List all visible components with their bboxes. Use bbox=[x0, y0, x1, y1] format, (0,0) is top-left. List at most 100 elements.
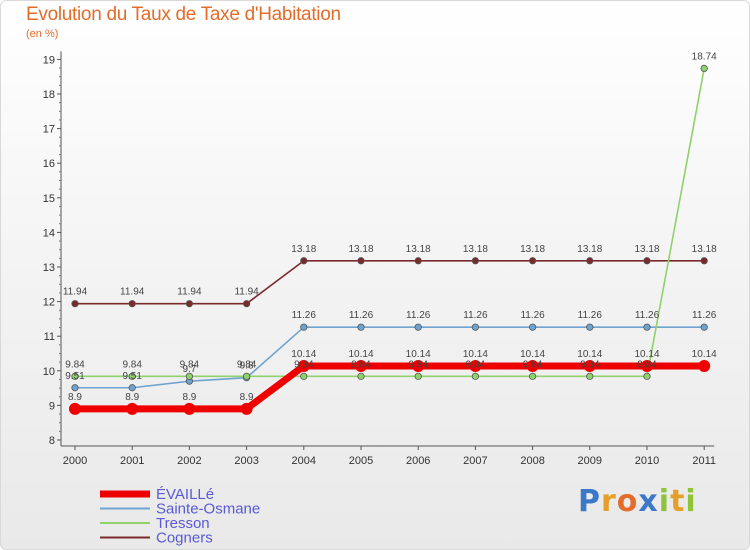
data-point bbox=[643, 372, 651, 380]
data-point bbox=[700, 64, 708, 72]
data-label: 11.94 bbox=[63, 287, 88, 298]
data-point bbox=[355, 359, 367, 372]
data-point bbox=[586, 257, 594, 265]
data-label: 9.84 bbox=[294, 359, 314, 370]
y-tick-label: 16 bbox=[43, 158, 55, 170]
data-point bbox=[700, 257, 708, 265]
data-point bbox=[643, 257, 651, 265]
data-point bbox=[243, 300, 251, 308]
data-point bbox=[243, 372, 251, 380]
logo-letter: r bbox=[601, 484, 617, 519]
data-point bbox=[128, 372, 136, 380]
data-point bbox=[586, 372, 594, 380]
x-tick-label: 2004 bbox=[292, 455, 316, 467]
data-point bbox=[300, 257, 308, 265]
legend-label: Tresson bbox=[156, 515, 210, 532]
data-label: 8.9 bbox=[68, 392, 82, 403]
legend-label: Cogners bbox=[156, 530, 213, 547]
y-tick-label: 13 bbox=[43, 262, 55, 274]
data-label: 13.18 bbox=[634, 244, 659, 255]
data-point bbox=[185, 300, 193, 308]
data-point bbox=[643, 323, 651, 331]
legend-label: Sainte-Osmane bbox=[156, 501, 260, 518]
data-point bbox=[185, 372, 193, 380]
data-label: 8.9 bbox=[125, 392, 139, 403]
data-label: 13.18 bbox=[577, 244, 602, 255]
x-tick-label: 2009 bbox=[578, 455, 602, 467]
data-point bbox=[414, 257, 422, 265]
series-lines bbox=[69, 64, 711, 415]
x-tick-label: 2001 bbox=[120, 455, 144, 467]
data-label: 9.84 bbox=[523, 359, 543, 370]
data-label: 9.84 bbox=[237, 359, 257, 370]
data-point bbox=[71, 372, 79, 380]
data-label: 9.84 bbox=[466, 359, 486, 370]
data-label: 11.94 bbox=[120, 287, 145, 298]
x-tick-label: 2011 bbox=[692, 455, 716, 467]
data-label: 10.14 bbox=[406, 349, 431, 360]
data-labels: 11.94 11.94 11.94 11.94 13.18 13.18 13.18 13.18… bbox=[63, 51, 717, 402]
data-point bbox=[583, 359, 596, 372]
data-point bbox=[471, 257, 479, 265]
proxiti-logo: Proxiti bbox=[578, 484, 697, 519]
data-point bbox=[71, 384, 79, 392]
data-label: 11.94 bbox=[234, 287, 259, 298]
data-label: 10.14 bbox=[634, 349, 659, 360]
data-point bbox=[471, 372, 479, 380]
data-label: 9.84 bbox=[637, 359, 657, 370]
data-label: 11.26 bbox=[692, 310, 717, 321]
data-label: 11.26 bbox=[292, 310, 317, 321]
data-point bbox=[69, 402, 81, 415]
data-point bbox=[469, 359, 482, 372]
data-point bbox=[528, 257, 537, 265]
data-point bbox=[528, 323, 537, 331]
data-label: 9.51 bbox=[122, 371, 142, 382]
y-tick-label: 10 bbox=[43, 366, 55, 378]
data-point bbox=[126, 402, 139, 415]
legend-label: ÉVAILLé bbox=[156, 486, 214, 503]
data-label: 13.18 bbox=[406, 244, 431, 255]
data-label: 9.84 bbox=[408, 359, 428, 370]
data-label: 13.18 bbox=[348, 244, 373, 255]
data-label: 11.26 bbox=[463, 310, 488, 321]
axes: 8 9 10 11 12 13 14 15 16 17 18 19 2000 2001 2002 2003 20… bbox=[43, 51, 716, 467]
data-point bbox=[698, 359, 711, 372]
data-point bbox=[297, 359, 310, 372]
chart-subtitle: (en %) bbox=[26, 28, 59, 40]
data-point bbox=[528, 372, 537, 380]
data-point bbox=[526, 359, 539, 372]
logo-letter: x bbox=[638, 484, 659, 519]
data-label: 11.26 bbox=[520, 310, 545, 321]
data-point bbox=[300, 323, 308, 331]
data-label: 9.84 bbox=[351, 359, 371, 370]
data-label: 9.84 bbox=[65, 359, 85, 370]
y-tick-label: 9 bbox=[49, 400, 55, 412]
data-label: 10.14 bbox=[463, 349, 488, 360]
x-tick-label: 2007 bbox=[463, 455, 487, 467]
data-label: 9.84 bbox=[180, 359, 200, 370]
data-label: 10.14 bbox=[291, 349, 316, 360]
y-tick-label: 14 bbox=[43, 227, 55, 239]
x-tick-label: 2002 bbox=[177, 455, 201, 467]
data-point bbox=[357, 257, 365, 265]
data-point bbox=[641, 359, 653, 372]
data-label: 10.14 bbox=[348, 349, 373, 360]
data-point bbox=[412, 359, 425, 372]
data-label: 9.8 bbox=[240, 361, 254, 372]
data-point bbox=[240, 402, 253, 415]
y-tick-label: 17 bbox=[43, 124, 55, 136]
data-label: 8.9 bbox=[182, 392, 196, 403]
data-point bbox=[471, 323, 479, 331]
series-line-sainte-osmane bbox=[75, 326, 705, 389]
data-point bbox=[71, 300, 79, 308]
data-label: 11.26 bbox=[635, 310, 660, 321]
data-label: 13.18 bbox=[291, 244, 316, 255]
series-line-évaillé bbox=[75, 362, 705, 413]
x-tick-label: 2010 bbox=[635, 455, 659, 467]
y-tick-label: 19 bbox=[43, 54, 55, 66]
data-label: 13.18 bbox=[692, 244, 717, 255]
logo-letter: t bbox=[670, 484, 686, 519]
